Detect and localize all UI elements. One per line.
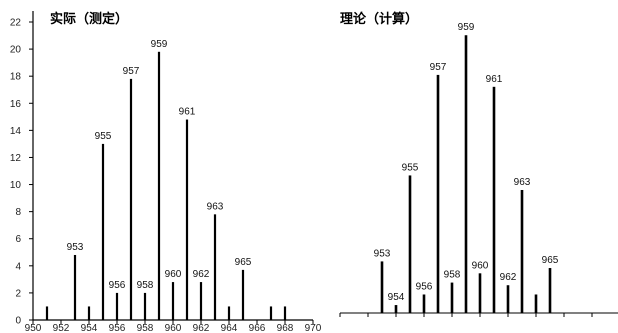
bar-label-956: 956 [109,280,126,291]
x-tick-label: 964 [221,323,238,333]
bar-960 [171,282,175,320]
bar-955 [408,175,412,313]
bar-label-962: 962 [193,269,210,280]
y-tick-label: 8 [15,207,21,218]
y-tick-label: 20 [10,45,22,56]
y-tick-label: 22 [10,18,22,29]
bar-957 [436,74,440,313]
measured-bar-labels: 953 955 956 957 958 959 960 961 962 963 965 [67,39,252,291]
bar-label-963: 963 [207,201,224,212]
bar-label-953: 953 [374,248,391,259]
bar-955 [101,143,105,320]
bar-964 [534,294,538,313]
x-tick-label: 956 [109,323,126,333]
bar-957 [129,78,133,321]
theoretical-panel-title: 理论（计算） [340,11,418,27]
bar-label-958: 958 [137,280,154,291]
bar-label-958: 958 [444,270,461,281]
bar-958 [450,282,454,313]
y-tick-label: 4 [15,261,21,272]
y-tick-label: 6 [15,234,21,245]
bar-956 [422,294,426,313]
bar-954 [87,306,91,320]
bar-956 [115,292,119,320]
bar-954 [394,305,398,313]
bar-label-956: 956 [416,281,433,292]
bar-963 [213,214,217,320]
bar-label-954: 954 [388,292,405,303]
bar-961 [185,119,189,320]
bar-965 [241,269,245,320]
y-tick-label: 14 [10,126,22,137]
x-tick-label: 958 [137,323,154,333]
bar-label-965: 965 [542,255,559,266]
bar-label-959: 959 [458,22,475,33]
bar-953 [73,254,77,320]
bar-label-957: 957 [430,62,447,73]
bar-label-963: 963 [514,177,531,188]
theoretical-x-ticks [339,313,593,317]
bar-label-962: 962 [500,272,517,283]
y-tick-label: 2 [15,288,21,299]
bar-label-955: 955 [402,162,419,173]
bar-label-953: 953 [67,242,84,253]
bar-953 [380,261,384,313]
measured-y-ticks: 0 2 4 6 8 10 12 14 16 18 20 22 [10,18,33,327]
x-tick-label: 960 [165,323,182,333]
x-tick-label: 970 [305,323,322,333]
bar-961 [492,86,496,314]
y-tick-label: 16 [10,99,22,110]
bar-label-965: 965 [235,257,252,268]
bar-label-955: 955 [95,131,112,142]
x-tick-label: 952 [53,323,70,333]
bar-label-957: 957 [123,66,140,77]
bar-label-960: 960 [472,260,489,271]
bar-958 [143,292,147,320]
bar-959 [157,51,161,321]
measured-panel-title: 实际（测定） [50,11,128,27]
measured-x-ticks: 950 952 954 956 958 960 962 964 966 968 970 [25,320,322,333]
bar-label-960: 960 [165,269,182,280]
bar-959 [464,35,468,314]
bar-965 [548,268,552,313]
bar-951 [45,306,49,320]
measured-bars [45,51,287,321]
bar-label-959: 959 [151,39,168,50]
theoretical-panel: 理论（计算） 953 954 955 956 957 958 959 960 961 962 963… [339,11,618,317]
y-tick-label: 12 [10,153,22,164]
x-tick-label: 962 [193,323,210,333]
y-tick-label: 10 [10,180,22,191]
bar-962 [506,285,510,313]
y-tick-label: 0 [15,316,21,327]
bar-963 [520,189,524,313]
theoretical-bars [380,35,552,314]
bar-label-961: 961 [486,74,503,85]
y-tick-label: 18 [10,72,22,83]
x-tick-label: 966 [249,323,266,333]
bar-label-961: 961 [179,107,196,118]
bar-964 [227,306,231,320]
bar-968 [283,306,287,320]
x-tick-label: 950 [25,323,42,333]
bar-960 [478,273,482,313]
x-tick-label: 968 [277,323,294,333]
bar-962 [199,282,203,320]
theoretical-bar-labels: 953 954 955 956 957 958 959 960 961 962 963 965 [374,22,559,303]
bar-967 [269,306,273,320]
x-tick-label: 954 [81,323,98,333]
